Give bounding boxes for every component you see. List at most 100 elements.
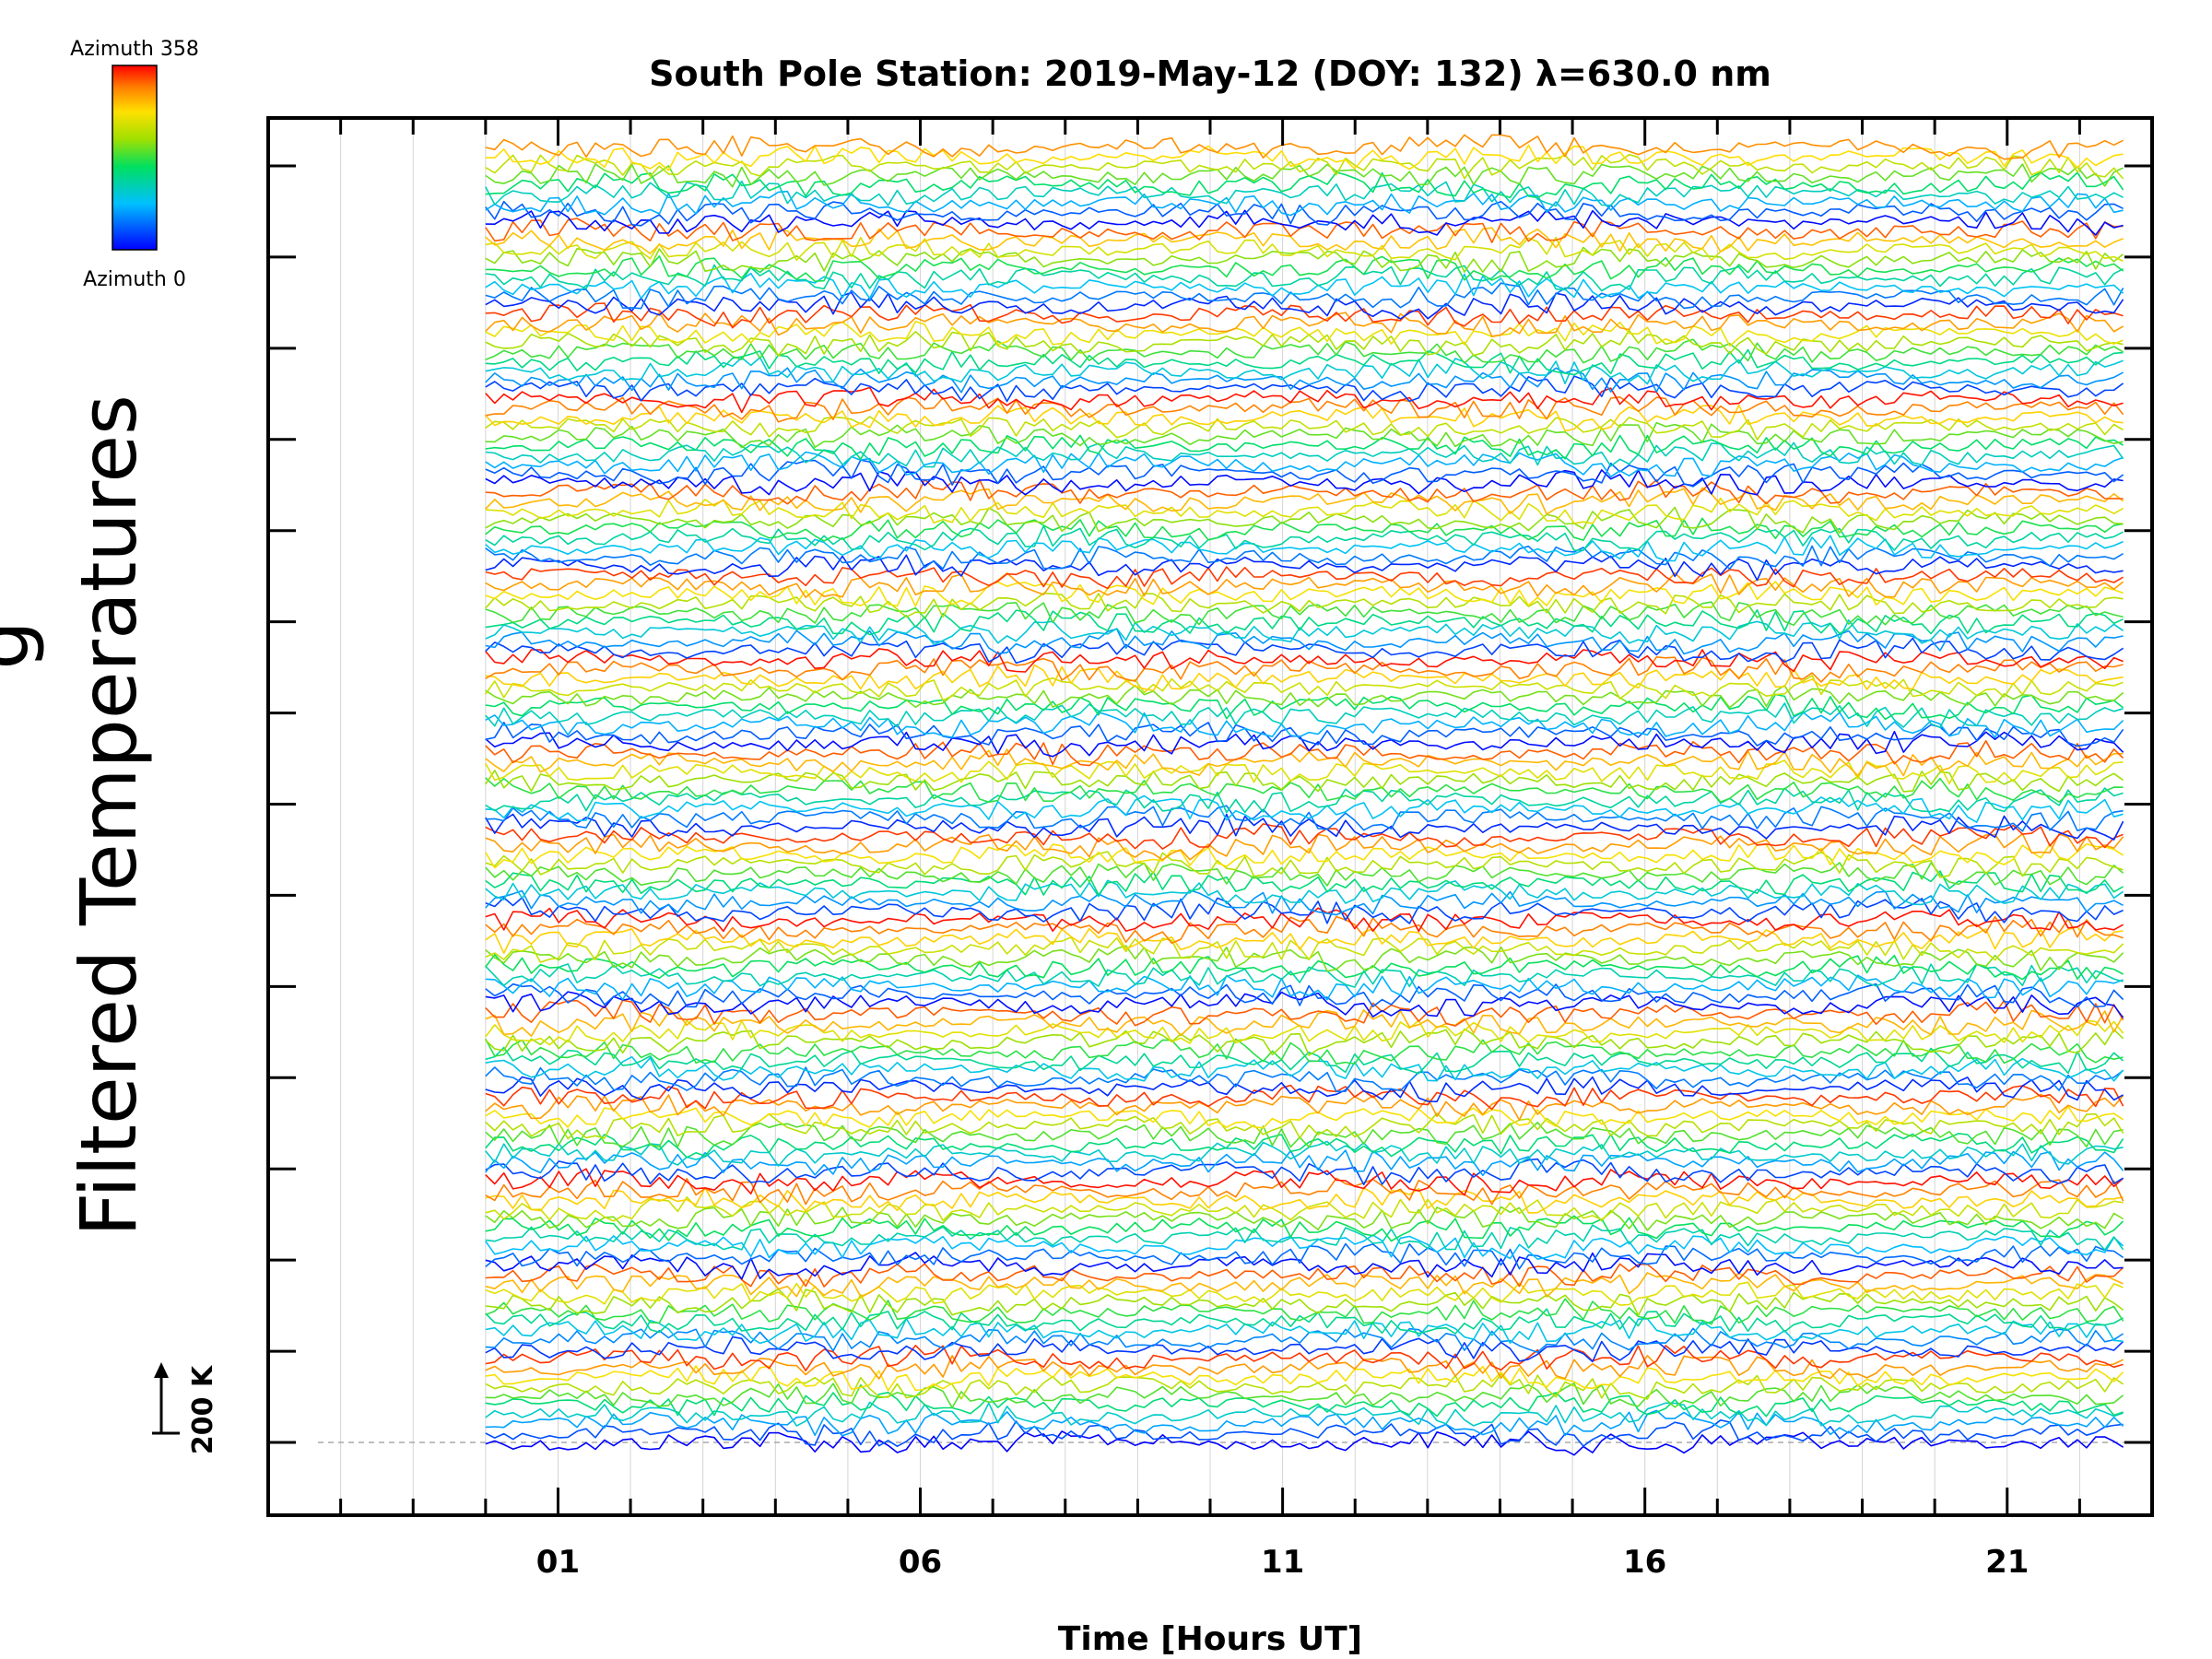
trace-line — [485, 777, 2124, 803]
trace-line — [485, 200, 2124, 227]
scale-bar: 200 K — [152, 1362, 219, 1454]
trace-line — [485, 190, 2124, 217]
trace-line — [485, 945, 2124, 972]
trace-line — [485, 1401, 2124, 1427]
x-axis-label: Time [Hours UT] — [1058, 1620, 1362, 1658]
trace-line — [485, 1186, 2124, 1214]
trace-line — [485, 506, 2124, 534]
trace-line — [485, 1084, 2124, 1111]
trace-line — [485, 702, 2124, 729]
y-axis-label: Filtered Temperatures — [64, 394, 154, 1237]
trace-line — [485, 357, 2124, 385]
trace-line — [485, 375, 2124, 403]
trace-line — [485, 722, 2124, 747]
trace-line — [485, 396, 2124, 423]
trace-line — [485, 487, 2124, 515]
trace-line — [485, 272, 2124, 300]
trace-line — [485, 416, 2124, 441]
y-axis-label-clipped: g — [0, 620, 46, 669]
trace-line — [485, 1215, 2124, 1242]
trace-line — [485, 236, 2124, 263]
trace-line — [485, 954, 2124, 981]
trace-line — [485, 1252, 2124, 1280]
trace-line — [485, 926, 2124, 954]
trace-line — [485, 907, 2124, 933]
trace-line — [485, 312, 2124, 337]
trace-line — [485, 1158, 2124, 1186]
trace-line — [485, 153, 2124, 180]
trace-line — [485, 218, 2124, 243]
colorbar: Azimuth 358 Azimuth 0 — [70, 38, 199, 291]
trace-line — [485, 794, 2124, 823]
trace-line — [485, 451, 2124, 478]
trace-line — [485, 434, 2124, 460]
trace-line — [485, 338, 2124, 364]
trace-line — [485, 759, 2124, 784]
trace-line — [485, 144, 2124, 171]
trace-line — [485, 1009, 2124, 1037]
trace-line — [485, 404, 2124, 432]
trace-line — [485, 823, 2124, 850]
trace-line — [485, 609, 2124, 636]
trace-line — [485, 1133, 2124, 1159]
trace-line — [485, 255, 2124, 282]
trace-line — [485, 348, 2124, 376]
trace-line — [485, 592, 2124, 618]
trace-line — [485, 367, 2124, 394]
trace-line — [485, 1055, 2124, 1082]
trace-line — [485, 982, 2124, 1008]
trace-line — [485, 554, 2124, 582]
colorbar-gradient — [112, 65, 158, 251]
trace-line — [485, 459, 2124, 488]
trace-line — [485, 386, 2124, 414]
trace-line — [485, 1263, 2124, 1288]
trace-line — [485, 329, 2124, 357]
trace-line — [485, 842, 2124, 869]
trace-line — [485, 748, 2124, 777]
trace-line — [485, 656, 2124, 683]
trace-line — [485, 1288, 2124, 1317]
trace-line — [485, 685, 2124, 709]
trace-line — [485, 566, 2124, 590]
trace-line — [485, 1122, 2124, 1148]
x-tick-label: 01 — [536, 1544, 580, 1581]
x-tick-label: 16 — [1623, 1544, 1666, 1581]
trace-line — [485, 1234, 2124, 1260]
scale-bar-arrow-head — [154, 1362, 169, 1378]
traces — [485, 134, 2124, 1456]
trace-line — [485, 648, 2124, 673]
trace-line — [485, 180, 2124, 207]
trace-line — [485, 870, 2124, 896]
trace-line — [485, 227, 2124, 254]
trace-line — [485, 1272, 2124, 1298]
trace-line — [485, 805, 2124, 832]
trace-line — [485, 711, 2124, 739]
trace-line — [485, 1206, 2124, 1231]
colorbar-bottom-label: Azimuth 0 — [83, 268, 186, 291]
trace-line — [485, 897, 2124, 924]
trace-line — [485, 832, 2124, 861]
scale-bar-label: 200 K — [187, 1364, 219, 1454]
trace-line — [485, 134, 2124, 160]
x-tick-label: 11 — [1261, 1544, 1304, 1581]
x-tick-label: 06 — [899, 1544, 942, 1581]
trace-line — [485, 974, 2124, 1001]
trace-line — [485, 862, 2124, 887]
trace-line — [485, 1392, 2124, 1418]
trace-line — [485, 813, 2124, 841]
colorbar-top-label: Azimuth 358 — [70, 38, 199, 61]
trace-line — [485, 1298, 2124, 1325]
trace-line — [485, 291, 2124, 320]
trace-line — [485, 497, 2124, 524]
trace-line — [485, 209, 2124, 236]
trace-line — [485, 770, 2124, 793]
trace-line — [485, 1373, 2124, 1400]
trace-line — [485, 1149, 2124, 1177]
trace-line — [485, 282, 2124, 310]
trace-line — [485, 1224, 2124, 1251]
trace-line — [485, 851, 2124, 878]
trace-line — [485, 1327, 2124, 1353]
trace-line — [485, 1046, 2124, 1075]
trace-line — [485, 545, 2124, 571]
